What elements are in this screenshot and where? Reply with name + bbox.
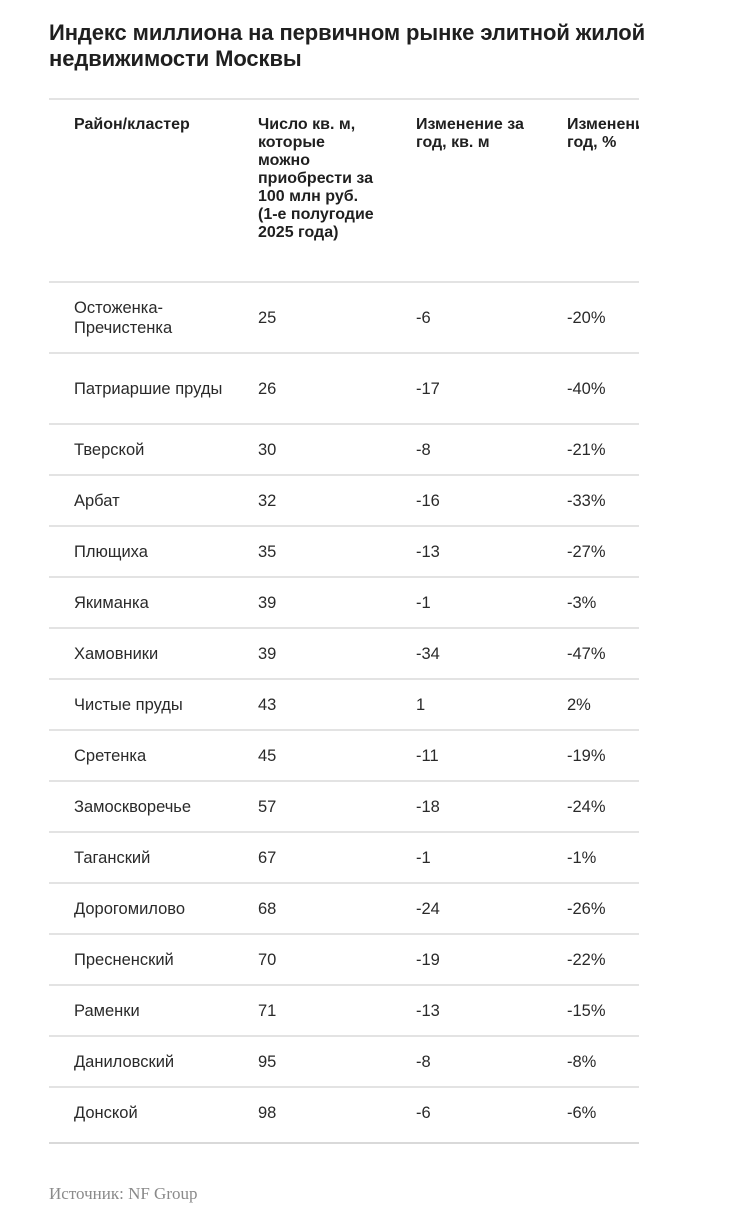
cell-change-pct: -15% xyxy=(567,1001,606,1020)
cell-district: Арбат xyxy=(74,491,120,510)
table-row: Плющиха 35 -13 -27% xyxy=(49,527,639,578)
cell-change-sqm: -1 xyxy=(416,593,431,612)
cell-district: Хамовники xyxy=(74,644,159,663)
cell-district: Пресненский xyxy=(74,950,174,969)
cell-change-pct: -27% xyxy=(567,542,606,561)
cell-sqm: 30 xyxy=(258,440,277,459)
cell-sqm: 68 xyxy=(258,899,277,918)
cell-sqm: 98 xyxy=(258,1103,277,1122)
table-row: Хамовники 39 -34 -47% xyxy=(49,629,639,680)
table-row: Арбат 32 -16 -33% xyxy=(49,476,639,527)
page-title: Индекс миллиона на первичном рынке элитн… xyxy=(49,20,646,71)
cell-change-sqm: -34 xyxy=(416,644,440,663)
cell-change-pct: -6% xyxy=(567,1103,597,1122)
table-row: Тверской 30 -8 -21% xyxy=(49,425,639,476)
table-header: Район/кластер Число кв. м, которые можно… xyxy=(49,100,639,283)
table-row: Сретенка 45 -11 -19% xyxy=(49,731,639,782)
table-row: Чистые пруды 43 1 2% xyxy=(49,680,639,731)
cell-district: Якиманка xyxy=(74,593,149,612)
cell-change-pct: -33% xyxy=(567,491,606,510)
header-district: Район/кластер xyxy=(74,116,190,133)
cell-district: Чистые пруды xyxy=(74,695,183,714)
cell-change-sqm: -13 xyxy=(416,542,440,561)
cell-sqm: 71 xyxy=(258,1001,277,1020)
source-note: Источник: NF Group xyxy=(49,1184,198,1203)
table-row: Замоскворечье 57 -18 -24% xyxy=(49,782,639,833)
cell-change-pct: -8% xyxy=(567,1052,597,1071)
table-row: Раменки 71 -13 -15% xyxy=(49,986,639,1037)
cell-district: Даниловский xyxy=(74,1052,175,1071)
cell-sqm: 26 xyxy=(258,379,277,398)
cell-change-sqm: -18 xyxy=(416,797,440,816)
cell-change-sqm: -24 xyxy=(416,899,440,918)
cell-change-pct: 2% xyxy=(567,695,591,714)
cell-sqm: 95 xyxy=(258,1052,277,1071)
cell-change-sqm: -17 xyxy=(416,379,440,398)
cell-sqm: 35 xyxy=(258,542,277,561)
cell-sqm: 45 xyxy=(258,746,277,765)
cell-change-pct: -3% xyxy=(567,593,597,612)
header-change-sqm: Изменение за год, кв. м xyxy=(416,116,524,151)
cell-change-sqm: -6 xyxy=(416,1103,431,1122)
table-row: Дорогомилово 68 -24 -26% xyxy=(49,884,639,935)
table-row: Остоженка-Пречистенка 25 -6 -20% xyxy=(49,283,639,354)
cell-district: Раменки xyxy=(74,1001,140,1020)
cell-change-pct: -19% xyxy=(567,746,606,765)
cell-sqm: 39 xyxy=(258,644,277,663)
cell-change-sqm: -8 xyxy=(416,440,431,459)
cell-change-pct: -22% xyxy=(567,950,606,969)
cell-district: Таганский xyxy=(74,848,151,867)
cell-sqm: 32 xyxy=(258,491,277,510)
cell-change-sqm: -13 xyxy=(416,1001,440,1020)
cell-change-pct: -21% xyxy=(567,440,606,459)
cell-change-sqm: -16 xyxy=(416,491,440,510)
table-row: Даниловский 95 -8 -8% xyxy=(49,1037,639,1088)
table-row: Патриаршие пруды 26 -17 -40% xyxy=(49,354,639,425)
cell-change-pct: -24% xyxy=(567,797,606,816)
cell-district: Сретенка xyxy=(74,746,147,765)
cell-district: Остоженка-Пречистенка xyxy=(74,298,173,337)
cell-district: Тверской xyxy=(74,440,145,459)
cell-change-pct: -47% xyxy=(567,644,606,663)
cell-change-pct: -1% xyxy=(567,848,597,867)
cell-change-sqm: -19 xyxy=(416,950,440,969)
cell-change-pct: -26% xyxy=(567,899,606,918)
cell-change-sqm: -6 xyxy=(416,308,431,327)
data-table[interactable]: Район/кластер Число кв. м, которые можно… xyxy=(49,98,639,1144)
table-row: Таганский 67 -1 -1% xyxy=(49,833,639,884)
cell-sqm: 57 xyxy=(258,797,277,816)
cell-sqm: 70 xyxy=(258,950,277,969)
table-row: Донской 98 -6 -6% xyxy=(49,1088,639,1137)
cell-change-sqm: -8 xyxy=(416,1052,431,1071)
table-row: Пресненский 70 -19 -22% xyxy=(49,935,639,986)
cell-district: Замоскворечье xyxy=(74,797,192,816)
table-body: Остоженка-Пречистенка 25 -6 -20% Патриаршие … xyxy=(49,283,639,1137)
cell-district: Донской xyxy=(74,1103,138,1122)
header-change-pct: Изменение за год, % xyxy=(567,116,639,151)
cell-sqm: 67 xyxy=(258,848,277,867)
cell-district: Плющиха xyxy=(74,542,148,561)
cell-district: Дорогомилово xyxy=(74,899,186,918)
cell-sqm: 39 xyxy=(258,593,277,612)
cell-change-pct: -20% xyxy=(567,308,606,327)
header-sqm: Число кв. м, которые можно приобрести за… xyxy=(258,116,374,241)
cell-change-pct: -40% xyxy=(567,379,606,398)
cell-district: Патриаршие пруды xyxy=(74,379,223,398)
cell-sqm: 43 xyxy=(258,695,277,714)
cell-change-sqm: -1 xyxy=(416,848,431,867)
cell-change-sqm: -11 xyxy=(416,746,439,765)
table-row: Якиманка 39 -1 -3% xyxy=(49,578,639,629)
cell-sqm: 25 xyxy=(258,308,277,327)
cell-change-sqm: 1 xyxy=(416,695,426,714)
